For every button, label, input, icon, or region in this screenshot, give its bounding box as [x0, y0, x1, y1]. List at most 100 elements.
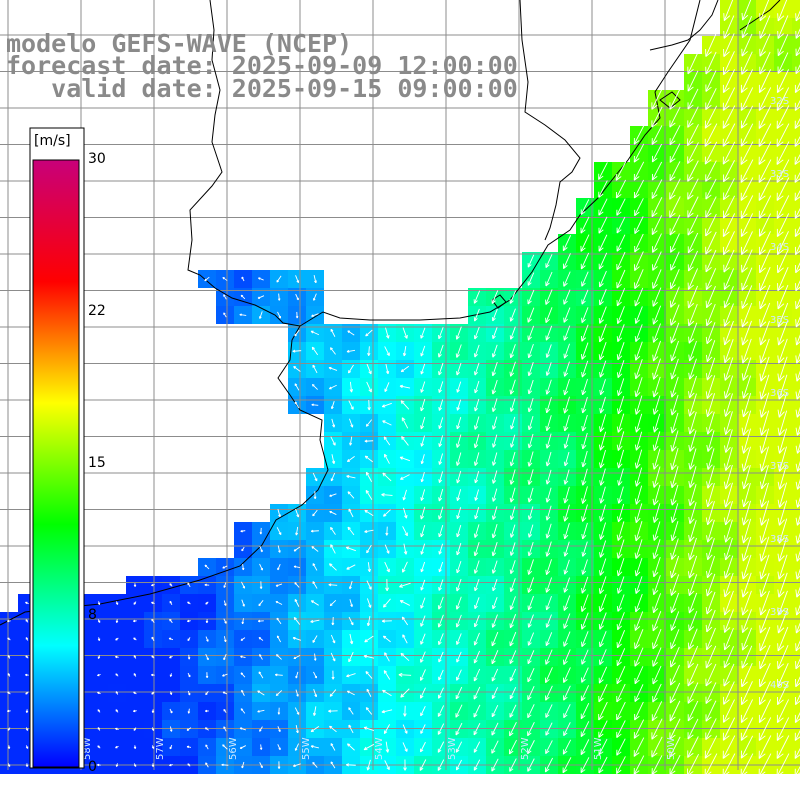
wind-arrow	[758, 123, 772, 147]
wind-arrow	[669, 196, 681, 218]
wind-cell	[792, 522, 800, 540]
wind-arrow	[330, 436, 336, 446]
wind-arrow	[545, 523, 552, 539]
wind-arrow	[401, 417, 409, 429]
wind-arrow	[670, 394, 679, 416]
wind-arrow	[438, 453, 444, 465]
wind-arrow	[545, 254, 553, 268]
wind-arrow	[474, 380, 480, 394]
wind-arrow	[616, 395, 625, 415]
wind-arrow	[741, 249, 753, 273]
wind-arrow	[669, 304, 680, 326]
wind-arrow	[705, 249, 717, 273]
wind-arrow	[741, 338, 752, 364]
wind-arrow	[527, 379, 534, 395]
wind-arrow	[581, 307, 589, 324]
wind-arrow	[687, 142, 699, 164]
wind-arrow	[687, 196, 699, 218]
wind-arrow	[705, 357, 716, 381]
wind-arrow	[723, 500, 733, 526]
wind-arrow	[794, 153, 800, 165]
wind-arrow	[617, 486, 624, 504]
wind-arrow	[777, 338, 788, 364]
wind-arrow	[722, 87, 736, 111]
wind-cell	[792, 378, 800, 396]
wind-arrow	[473, 434, 480, 449]
wind-arrow	[652, 340, 661, 362]
wind-arrow	[509, 487, 516, 503]
wind-arrow	[795, 262, 800, 274]
wind-arrow	[330, 526, 336, 535]
wind-arrow	[687, 268, 699, 290]
wind-arrow	[669, 214, 681, 236]
wind-cell	[792, 414, 800, 432]
wind-arrow	[402, 489, 407, 501]
wind-arrow	[276, 527, 282, 536]
wind-speed-field	[0, 0, 800, 774]
wind-arrow	[349, 418, 354, 428]
wind-cell	[792, 126, 800, 144]
wind-cell	[792, 54, 800, 72]
lon-label: 51W	[593, 737, 604, 760]
wind-arrow	[795, 496, 800, 508]
wind-arrow	[222, 276, 228, 281]
wind-arrow	[473, 541, 480, 557]
wind-arrow	[688, 484, 697, 507]
wind-arrow	[652, 323, 661, 343]
wind-arrow	[634, 431, 643, 451]
wind-arrow	[456, 470, 462, 484]
wind-arrow	[563, 289, 571, 305]
wind-arrow	[723, 33, 735, 57]
wind-arrow	[527, 254, 535, 268]
wind-arrow	[259, 527, 263, 535]
wind-arrow	[383, 509, 391, 517]
wind-arrow	[509, 290, 517, 304]
wind-arrow	[330, 401, 335, 410]
wind-arrow	[776, 213, 790, 237]
wind-arrow	[722, 213, 736, 237]
wind-arrow	[329, 493, 337, 497]
wind-arrow	[741, 465, 751, 490]
wind-arrow	[687, 214, 699, 236]
wind-arrow	[795, 298, 800, 310]
wind-arrow	[652, 287, 662, 307]
wind-arrow	[652, 395, 661, 415]
wind-arrow	[438, 381, 444, 393]
lat-label: 40S	[770, 680, 789, 691]
wind-arrow	[563, 486, 570, 504]
wind-arrow	[724, 447, 733, 471]
wind-arrow	[651, 179, 663, 199]
wind-cell	[792, 198, 800, 216]
wind-arrow	[670, 448, 679, 471]
colorbar-tick-0: 0	[88, 759, 97, 775]
wind-arrow	[705, 375, 716, 399]
wind-arrow	[723, 357, 734, 381]
wind-arrow	[384, 382, 390, 392]
wind-arrow	[349, 436, 353, 446]
wind-arrow	[776, 159, 790, 183]
wind-arrow	[277, 311, 281, 319]
wind-arrow	[651, 88, 663, 110]
wind-arrow	[740, 159, 754, 183]
wind-arrow	[616, 413, 625, 433]
wind-arrow	[347, 330, 355, 336]
wind-arrow	[687, 178, 699, 200]
wind-arrow	[364, 455, 374, 463]
wind-arrow	[259, 311, 263, 319]
wind-arrow	[617, 503, 625, 523]
wind-arrow	[473, 416, 480, 430]
wind-arrow	[420, 506, 426, 520]
wind-arrow	[509, 398, 516, 412]
wind-arrow	[759, 500, 770, 526]
wind-arrow	[777, 392, 788, 418]
wind-arrow	[616, 324, 625, 343]
wind-cell	[792, 594, 800, 612]
wind-arrow	[670, 233, 680, 253]
wind-arrow	[741, 392, 752, 418]
wind-arrow	[311, 346, 319, 356]
wind-arrow	[652, 431, 661, 451]
wind-arrow	[688, 448, 697, 470]
wind-arrow	[688, 358, 697, 380]
wind-arrow	[651, 161, 663, 181]
wind-arrow	[473, 344, 480, 358]
